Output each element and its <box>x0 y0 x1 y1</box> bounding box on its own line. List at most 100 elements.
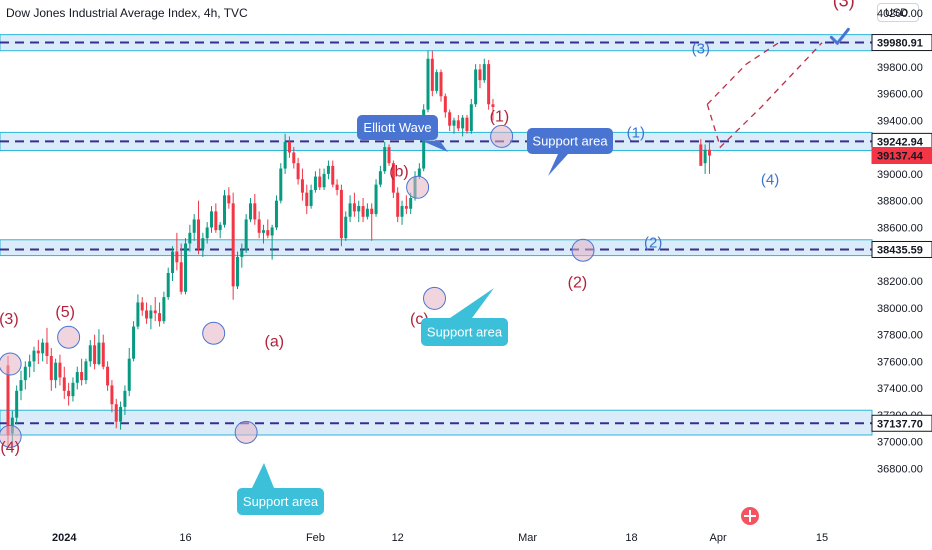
candle <box>456 114 460 132</box>
price-axis: 36800.0037000.0037200.0037400.0037600.00… <box>871 8 932 475</box>
candle <box>253 193 257 225</box>
candle <box>54 358 58 389</box>
wave-label-blue: (2) <box>644 235 662 252</box>
candle-body <box>383 147 387 172</box>
candle <box>201 232 205 257</box>
candle <box>188 224 192 252</box>
candle <box>218 222 222 239</box>
candlesticks <box>6 50 711 448</box>
candle-body <box>331 165 335 185</box>
candle <box>132 321 136 362</box>
price-label-box <box>871 34 932 52</box>
candle-body <box>300 179 304 193</box>
candle-body <box>123 390 127 407</box>
candle-body <box>153 310 157 314</box>
candle-body <box>110 385 114 405</box>
candle-body <box>214 211 218 231</box>
price-tick: 36800.00 <box>877 463 923 475</box>
currency-selector[interactable]: USD <box>877 3 919 22</box>
candle <box>110 380 114 413</box>
wave-circles <box>0 124 595 448</box>
projection-line <box>706 42 780 105</box>
candle-body <box>461 117 465 129</box>
candle-body <box>443 96 447 113</box>
candle-body <box>296 163 300 180</box>
candle-body <box>235 256 239 287</box>
candle-body <box>80 372 84 381</box>
candle <box>158 302 162 327</box>
time-tick: 2024 <box>52 532 77 544</box>
price-tick: 39000.00 <box>877 169 923 181</box>
candle <box>305 184 309 215</box>
candle-body <box>67 390 71 397</box>
candle <box>93 334 97 370</box>
price-label: 39137.44 <box>871 146 932 164</box>
candle <box>101 334 105 370</box>
candle <box>136 294 140 330</box>
candle-body <box>426 58 430 110</box>
candle-body <box>205 227 209 239</box>
candle-body <box>478 69 482 81</box>
candle <box>58 354 62 386</box>
candle <box>192 214 196 241</box>
time-tick: Feb <box>306 532 325 544</box>
candle-body <box>279 168 283 201</box>
candle <box>214 203 218 233</box>
candle <box>274 195 278 231</box>
candle-body <box>71 382 75 397</box>
candle-body <box>54 362 58 381</box>
candle-body <box>184 243 188 292</box>
candle-body <box>292 152 296 164</box>
candle <box>153 297 157 322</box>
candle-body <box>707 149 711 156</box>
candle-body <box>474 69 478 105</box>
time-tick: 16 <box>179 532 191 544</box>
callout: Support area <box>237 463 324 515</box>
price-label-box <box>871 240 932 258</box>
candle-body <box>305 192 309 207</box>
candle-body <box>261 230 265 233</box>
candle-body <box>339 189 343 239</box>
candle <box>400 200 404 225</box>
candle-body <box>699 144 703 166</box>
candle <box>391 160 395 199</box>
callout-tail <box>252 463 274 488</box>
candle-body <box>322 173 326 188</box>
wave-circle <box>0 352 22 376</box>
candle-body <box>101 342 105 367</box>
candle <box>348 195 352 223</box>
candle-body <box>404 206 408 209</box>
candle-body <box>218 224 222 231</box>
candle-body <box>456 120 460 129</box>
wave-circle <box>57 325 81 349</box>
candle-body <box>114 404 118 422</box>
candle-body <box>175 251 179 263</box>
candle-body <box>357 206 361 212</box>
price-tick: 38800.00 <box>877 196 923 208</box>
wave-circle <box>571 238 595 262</box>
candle <box>339 184 343 247</box>
price-tick: 37000.00 <box>877 437 923 449</box>
candle <box>231 192 235 300</box>
candle-body <box>84 361 88 381</box>
candle <box>309 184 313 209</box>
candle-body <box>491 104 495 107</box>
candle <box>478 64 482 89</box>
candle <box>67 382 71 406</box>
wave-label: (4) <box>0 439 20 456</box>
candle <box>244 214 248 253</box>
candle <box>435 69 439 94</box>
candle-body <box>318 176 322 188</box>
price-tick: 38000.00 <box>877 303 923 315</box>
projection-line <box>706 42 823 149</box>
candle-body <box>448 112 452 126</box>
candle-body <box>75 372 79 383</box>
time-axis: 2024 16 Feb 12 Mar 18 Apr 15 <box>52 507 828 544</box>
candle <box>184 238 188 295</box>
time-tick: 15 <box>816 532 828 544</box>
candle-body <box>430 58 434 91</box>
candle <box>313 171 317 193</box>
candle-body <box>487 64 491 105</box>
candle <box>119 401 123 430</box>
